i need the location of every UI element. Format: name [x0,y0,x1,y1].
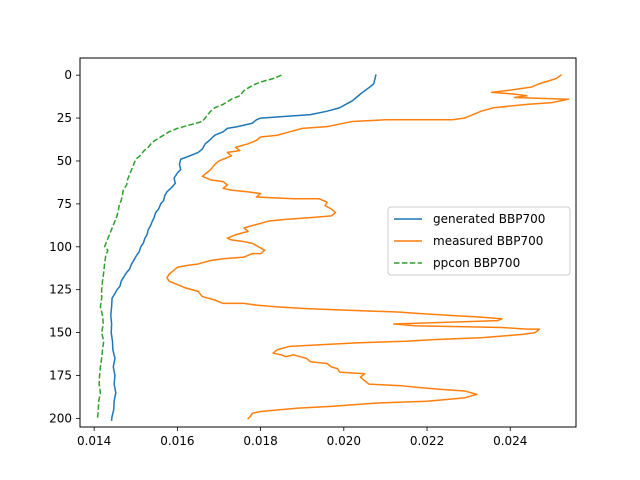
y-axis: 0 25 50 75 100 125 150 175 200 [49,68,80,425]
y-tick-label: 200 [49,411,72,425]
x-tick-label: 0.014 [77,434,111,448]
x-axis: 0.014 0.016 0.018 0.020 0.022 0.024 [77,427,527,448]
y-tick-label: 0 [64,68,72,82]
plot-frame [79,57,577,428]
x-tick-label: 0.024 [493,434,527,448]
y-tick-label: 75 [57,197,72,211]
x-tick-label: 0.016 [160,434,194,448]
y-tick-label: 50 [57,154,72,168]
legend-entries: generated BBP700 measured BBP700 ppcon BBP… [394,212,545,270]
series-lines [96,74,570,421]
y-tick-label: 175 [49,369,72,383]
x-tick-label: 0.018 [243,434,277,448]
series-line-1 [166,74,570,420]
series-line-2 [96,74,282,419]
legend-label-0: generated BBP700 [433,212,545,226]
legend-label-2: ppcon BBP700 [433,256,520,270]
legend: generated BBP700 measured BBP700 ppcon BBP… [387,206,571,276]
x-tick-label: 0.022 [410,434,444,448]
y-tick-label: 125 [49,283,72,297]
y-tick-label: 150 [49,326,72,340]
x-tick-label: 0.020 [327,434,361,448]
series-line-0 [110,74,377,421]
y-tick-label: 25 [57,111,72,125]
legend-label-1: measured BBP700 [433,234,543,248]
y-tick-label: 100 [49,240,72,254]
legend-box [387,206,571,276]
